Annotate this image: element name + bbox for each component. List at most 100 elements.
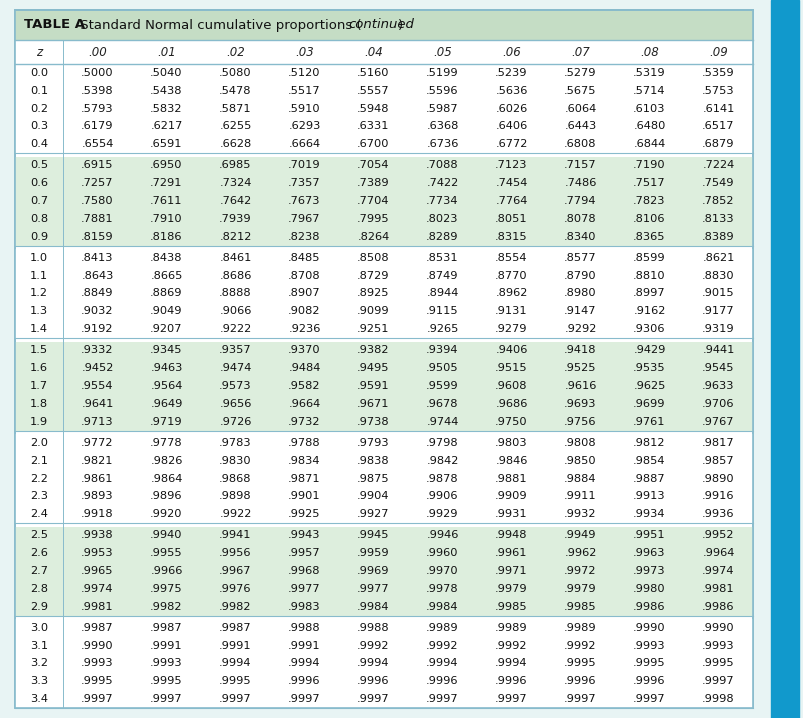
Text: .9992: .9992: [564, 640, 596, 651]
Text: .5517: .5517: [287, 85, 320, 95]
Text: .9686: .9686: [495, 398, 527, 409]
Text: .9992: .9992: [495, 640, 527, 651]
Text: .8159: .8159: [81, 232, 114, 241]
Text: .8729: .8729: [357, 271, 389, 281]
Text: .9452: .9452: [81, 363, 113, 373]
Text: .06: .06: [502, 45, 520, 58]
Text: .8888: .8888: [219, 289, 251, 299]
Text: .9952: .9952: [701, 531, 734, 541]
Text: 1.5: 1.5: [30, 345, 48, 355]
Text: .9554: .9554: [81, 381, 113, 391]
Text: .9977: .9977: [357, 584, 389, 594]
Text: .6844: .6844: [633, 139, 665, 149]
Text: .9988: .9988: [357, 623, 389, 633]
Text: .7324: .7324: [219, 178, 251, 188]
Text: .9988: .9988: [287, 623, 320, 633]
Text: .9986: .9986: [633, 602, 665, 612]
Text: .9997: .9997: [426, 694, 459, 704]
Text: .9920: .9920: [150, 509, 182, 519]
Text: .9951: .9951: [633, 531, 665, 541]
Text: 2.1: 2.1: [30, 456, 48, 466]
Text: .9545: .9545: [701, 363, 734, 373]
Text: .9207: .9207: [150, 324, 182, 334]
Text: .5557: .5557: [357, 85, 389, 95]
Text: .7422: .7422: [426, 178, 458, 188]
Text: 0.8: 0.8: [30, 214, 48, 224]
Text: .9890: .9890: [701, 473, 734, 483]
Text: .9986: .9986: [701, 602, 734, 612]
Text: .9608: .9608: [495, 381, 527, 391]
Text: .9864: .9864: [150, 473, 182, 483]
Text: .9671: .9671: [357, 398, 389, 409]
Text: .7910: .7910: [150, 214, 182, 224]
Text: 2.8: 2.8: [30, 584, 48, 594]
Text: .9996: .9996: [426, 676, 459, 686]
Text: .9251: .9251: [357, 324, 389, 334]
Text: .9857: .9857: [701, 456, 734, 466]
Text: .9995: .9995: [81, 676, 114, 686]
Text: .5120: .5120: [288, 68, 320, 78]
Text: 0.7: 0.7: [30, 196, 48, 206]
Text: .8485: .8485: [288, 253, 320, 263]
Text: 1.8: 1.8: [30, 398, 48, 409]
Text: .9995: .9995: [633, 658, 665, 668]
Text: .9997: .9997: [633, 694, 665, 704]
Text: .9971: .9971: [495, 566, 527, 576]
Text: .9854: .9854: [633, 456, 665, 466]
Text: .9738: .9738: [357, 416, 389, 426]
Text: .9993: .9993: [150, 658, 182, 668]
Text: .9798: .9798: [426, 438, 459, 448]
Text: .8770: .8770: [495, 271, 527, 281]
Text: .9996: .9996: [357, 676, 389, 686]
Text: .9985: .9985: [564, 602, 596, 612]
Text: .8133: .8133: [701, 214, 734, 224]
Text: .9821: .9821: [81, 456, 113, 466]
Text: .9793: .9793: [357, 438, 389, 448]
Text: .9945: .9945: [357, 531, 389, 541]
Text: .7088: .7088: [426, 160, 459, 170]
Text: 0.3: 0.3: [30, 121, 48, 131]
Text: .9830: .9830: [219, 456, 251, 466]
Text: .9429: .9429: [633, 345, 665, 355]
Text: .8106: .8106: [633, 214, 665, 224]
Text: .6293: .6293: [288, 121, 320, 131]
Text: .9878: .9878: [426, 473, 459, 483]
Text: z: z: [36, 45, 42, 58]
Text: .5080: .5080: [219, 68, 251, 78]
Text: .9808: .9808: [564, 438, 596, 448]
Text: .9871: .9871: [287, 473, 320, 483]
Text: .9633: .9633: [701, 381, 734, 391]
Text: 0.0: 0.0: [30, 68, 48, 78]
Text: .9953: .9953: [81, 549, 114, 558]
Text: .9941: .9941: [219, 531, 251, 541]
Text: .9981: .9981: [701, 584, 734, 594]
Text: .6700: .6700: [357, 139, 389, 149]
Text: .9699: .9699: [633, 398, 665, 409]
Text: .6736: .6736: [426, 139, 459, 149]
Text: .9994: .9994: [426, 658, 459, 668]
Text: .5040: .5040: [150, 68, 182, 78]
Text: 1.1: 1.1: [30, 271, 48, 281]
Text: .6064: .6064: [564, 103, 596, 113]
Text: .9955: .9955: [150, 549, 182, 558]
Text: 0.4: 0.4: [30, 139, 48, 149]
Text: .7673: .7673: [288, 196, 320, 206]
Text: .8810: .8810: [633, 271, 665, 281]
Text: .5636: .5636: [495, 85, 527, 95]
Text: .9959: .9959: [357, 549, 389, 558]
Text: .9826: .9826: [150, 456, 182, 466]
Text: .9842: .9842: [426, 456, 459, 466]
Text: .5279: .5279: [564, 68, 596, 78]
Text: .8790: .8790: [564, 271, 596, 281]
Text: .9582: .9582: [288, 381, 320, 391]
Text: .8051: .8051: [495, 214, 527, 224]
Text: .9943: .9943: [288, 531, 320, 541]
Text: 3.3: 3.3: [30, 676, 48, 686]
Text: 3.0: 3.0: [30, 623, 48, 633]
Text: .7611: .7611: [150, 196, 182, 206]
Text: .9979: .9979: [564, 584, 596, 594]
Text: .9783: .9783: [219, 438, 251, 448]
Text: .6179: .6179: [81, 121, 113, 131]
Text: .9931: .9931: [495, 509, 527, 519]
Text: .9664: .9664: [288, 398, 320, 409]
